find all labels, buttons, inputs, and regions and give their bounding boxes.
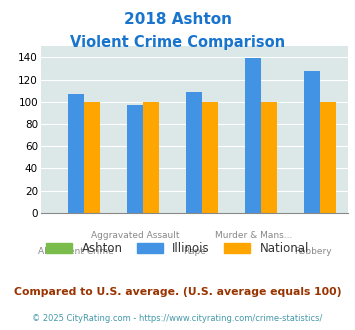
Text: © 2025 CityRating.com - https://www.cityrating.com/crime-statistics/: © 2025 CityRating.com - https://www.city… <box>32 314 323 323</box>
Text: 2018 Ashton: 2018 Ashton <box>124 12 231 26</box>
Text: All Violent Crime: All Violent Crime <box>38 248 114 256</box>
Bar <box>68 94 84 213</box>
Bar <box>202 102 218 213</box>
Text: Robbery: Robbery <box>294 248 331 256</box>
Bar <box>245 58 261 213</box>
Text: Murder & Mans...: Murder & Mans... <box>215 231 292 240</box>
Legend: Ashton, Illinois, National: Ashton, Illinois, National <box>42 237 313 260</box>
Bar <box>186 92 202 213</box>
Bar <box>84 102 100 213</box>
Text: Aggravated Assault: Aggravated Assault <box>91 231 180 240</box>
Bar <box>261 102 277 213</box>
Bar <box>143 102 159 213</box>
Bar <box>127 105 143 213</box>
Text: Rape: Rape <box>183 248 206 256</box>
Text: Compared to U.S. average. (U.S. average equals 100): Compared to U.S. average. (U.S. average … <box>14 287 341 297</box>
Bar <box>321 102 337 213</box>
Bar <box>305 71 321 213</box>
Text: Violent Crime Comparison: Violent Crime Comparison <box>70 35 285 50</box>
